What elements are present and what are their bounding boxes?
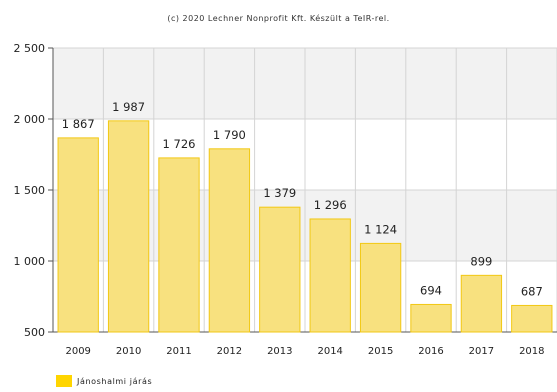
data-label: 1 790 xyxy=(213,128,246,142)
data-label: 687 xyxy=(521,284,543,298)
x-tick-label: 2010 xyxy=(116,346,141,357)
legend-label: Jánoshalmi járás xyxy=(77,376,153,386)
bar xyxy=(259,206,301,333)
bar xyxy=(460,274,503,333)
data-label: 899 xyxy=(470,254,492,268)
x-tick-label: 2013 xyxy=(267,346,292,357)
x-tick-label: 2009 xyxy=(65,346,90,357)
x-tick-label: 2012 xyxy=(217,346,242,357)
y-tick-label: 500 xyxy=(24,326,45,339)
bar xyxy=(511,304,553,333)
x-tick-label: 2015 xyxy=(368,346,393,357)
bar xyxy=(309,218,351,333)
bar xyxy=(208,148,251,333)
bar xyxy=(359,242,402,333)
data-label: 1 379 xyxy=(263,186,296,200)
bar xyxy=(57,137,99,333)
y-tick-label: 2 500 xyxy=(14,42,46,55)
x-tick-label: 2016 xyxy=(418,346,443,357)
bar xyxy=(107,120,150,333)
y-tick-label: 1 000 xyxy=(14,255,46,268)
legend: Jánoshalmi járás xyxy=(56,375,152,387)
chart-credit: (c) 2020 Lechner Nonprofit Kft. Készült … xyxy=(167,14,390,23)
data-label: 1 987 xyxy=(112,100,145,114)
bar xyxy=(410,303,452,333)
x-tick-label: 2017 xyxy=(469,346,494,357)
bar xyxy=(158,157,200,333)
data-label: 1 726 xyxy=(163,137,196,151)
y-tick-label: 2 000 xyxy=(14,113,46,126)
data-label: 1 124 xyxy=(364,222,397,236)
x-tick-label: 2018 xyxy=(519,346,544,357)
data-label: 1 296 xyxy=(314,198,347,212)
y-tick-label: 1 500 xyxy=(14,184,46,197)
legend-swatch xyxy=(56,375,72,387)
x-tick-label: 2014 xyxy=(317,346,342,357)
data-label: 1 867 xyxy=(62,117,95,131)
data-label: 694 xyxy=(420,283,442,297)
x-tick-label: 2011 xyxy=(166,346,191,357)
